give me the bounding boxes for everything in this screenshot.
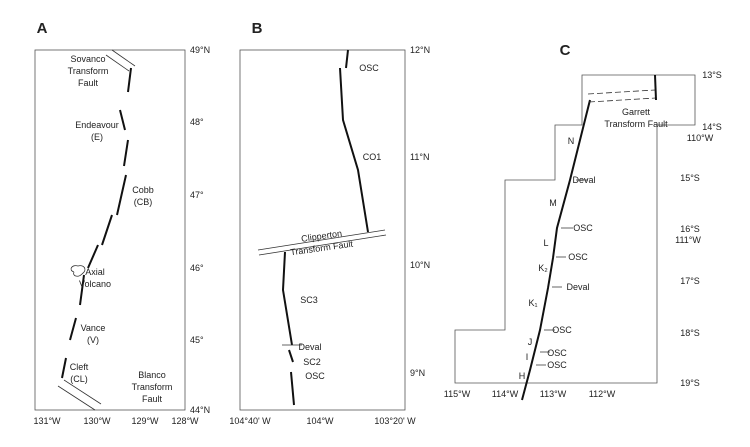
map-frame (239, 49, 406, 411)
panel-label: A (37, 20, 48, 37)
ridge (257, 49, 387, 406)
ridge (57, 49, 136, 411)
feature-label: J (528, 337, 533, 347)
lat-tick-label: 47° (190, 190, 204, 200)
lon-tick-label: 104°W (306, 416, 334, 426)
feature-label: M (549, 198, 557, 208)
feature-label: (E) (91, 132, 103, 142)
panel-label: B (252, 20, 263, 37)
lon-tick-label: 130°W (83, 416, 111, 426)
lon-tick-label: 104°40' W (229, 416, 271, 426)
feature-label: Transform Fault (604, 119, 668, 129)
feature-label: Cobb (132, 185, 154, 195)
lat-tick-label: 45° (190, 335, 204, 345)
feature-label: H (519, 371, 526, 381)
feature-label: OSC (552, 325, 572, 335)
lat-tick-label: 16°S (680, 224, 700, 234)
lon-tick-label: 113°W (540, 389, 567, 399)
lat-tick-label: 19°S (680, 378, 700, 388)
feature-label: Garrett (622, 107, 651, 117)
lon-tick-label: 110°W (687, 133, 714, 143)
panel-label: C (560, 42, 571, 59)
lat-tick-label: 49°N (190, 45, 210, 55)
feature-label: Fault (78, 78, 99, 88)
feature-label: (CB) (134, 197, 153, 207)
lat-tick-label: 12°N (410, 45, 430, 55)
feature-label: OSC (305, 371, 325, 381)
lat-tick-label: 18°S (680, 328, 700, 338)
feature-label: Transform (132, 382, 173, 392)
feature-label: K₁ (528, 298, 537, 308)
lat-tick-label: 11°N (410, 152, 429, 162)
feature-label: K₂ (538, 263, 548, 273)
feature-label: OSC (359, 63, 379, 73)
feature-label: SC3 (300, 295, 318, 305)
feature-label: Deval (572, 175, 595, 185)
map-frame (34, 49, 186, 411)
feature-label: I (526, 352, 529, 362)
feature-label: Transform Fault (290, 239, 354, 258)
feature-label: Axial (85, 267, 105, 277)
lat-tick-label: 48° (190, 117, 204, 127)
map-frame (454, 74, 696, 384)
feature-label: (V) (87, 335, 99, 345)
feature-label: OSC (573, 223, 593, 233)
lat-tick-label: 17°S (680, 276, 700, 286)
feature-label: Volcano (79, 279, 111, 289)
feature-label: SC2 (303, 357, 321, 367)
feature-label: N (568, 136, 575, 146)
feature-label: OSC (547, 360, 567, 370)
feature-label: Deval (566, 282, 589, 292)
lon-tick-label: 103°20' W (374, 416, 416, 426)
feature-label: Cleft (70, 362, 89, 372)
lat-tick-label: 13°S (702, 70, 722, 80)
lon-tick-label: 115°W (444, 389, 471, 399)
lat-tick-label: 10°N (410, 260, 430, 270)
lon-tick-label: 128°W (171, 416, 199, 426)
feature-label: Fault (142, 394, 163, 404)
feature-label: (CL) (70, 374, 88, 384)
lon-tick-label: 131°W (33, 416, 61, 426)
feature-label: OSC (547, 348, 567, 358)
feature-label: Endeavour (75, 120, 119, 130)
lon-tick-label: 111°W (675, 235, 701, 245)
lat-tick-label: 44°N (190, 405, 210, 415)
feature-label: OSC (568, 252, 588, 262)
feature-label: Sovanco (70, 54, 105, 64)
lat-tick-label: 15°S (680, 173, 700, 183)
feature-label: CO1 (363, 152, 382, 162)
lon-tick-label: 114°W (492, 389, 519, 399)
feature-label: Blanco (138, 370, 166, 380)
feature-label: L (543, 238, 548, 248)
lat-tick-label: 9°N (410, 368, 425, 378)
labels: A B C 49°N 48° 47° 46° 45° 44°N 131°W 130°W 129°W 12… (33, 20, 721, 426)
lat-tick-label: 14°S (702, 122, 722, 132)
lon-tick-label: 129°W (131, 416, 159, 426)
lon-tick-label: 112°W (589, 389, 616, 399)
ridge (521, 74, 657, 401)
feature-label: Transform (68, 66, 109, 76)
feature-label: Deval (298, 342, 321, 352)
lat-tick-label: 46° (190, 263, 204, 273)
feature-label: Vance (81, 323, 106, 333)
